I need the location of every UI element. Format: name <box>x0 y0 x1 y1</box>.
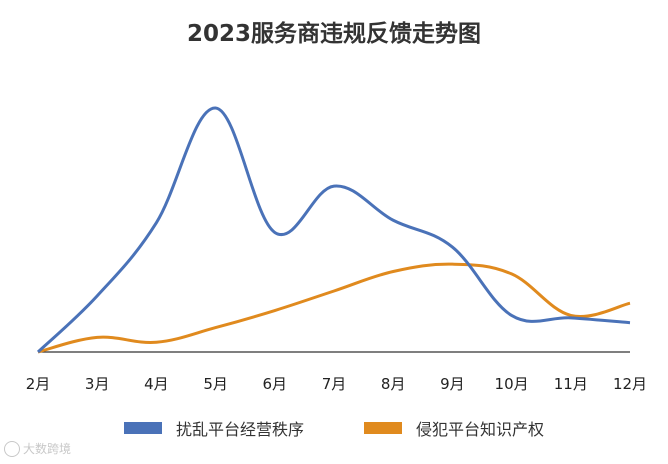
x-tick-labels: 2月 3月 4月 5月 6月 7月 8月 9月 10月 11月 12月 <box>26 375 647 393</box>
x-tick-label: 7月 <box>322 375 347 393</box>
legend-label-series-2: 侵犯平台知识产权 <box>416 420 545 439</box>
series-line-1 <box>36 106 631 354</box>
chart-title: 2023服务商违规反馈走势图 <box>186 21 481 47</box>
x-tick-label: 5月 <box>203 375 228 393</box>
legend: 扰乱平台经营秩序 侵犯平台知识产权 <box>0 416 668 440</box>
series-line-2 <box>37 262 631 354</box>
legend-label-series-1: 扰乱平台经营秩序 <box>175 420 304 439</box>
watermark: 大数跨境 <box>4 440 71 457</box>
x-tick-label: 6月 <box>263 375 288 393</box>
series-layer <box>36 106 631 354</box>
watermark-logo-icon <box>4 440 20 457</box>
x-tick-label: 4月 <box>144 375 169 393</box>
x-tick-label: 2月 <box>26 375 51 393</box>
x-tick-label: 11月 <box>554 375 588 393</box>
x-tick-label: 12月 <box>613 375 647 393</box>
legend-swatch-series-2 <box>364 422 402 434</box>
watermark-text: 大数跨境 <box>23 442 72 456</box>
legend-item-series-1: 扰乱平台经营秩序 <box>123 416 304 440</box>
legend-item-series-2: 侵犯平台知识产权 <box>364 416 544 440</box>
x-tick-label: 10月 <box>495 375 529 393</box>
x-tick-label: 8月 <box>381 375 406 393</box>
x-tick-label: 3月 <box>85 375 110 393</box>
x-tick-label: 9月 <box>440 375 465 393</box>
legend-swatch-series-1 <box>123 422 162 434</box>
